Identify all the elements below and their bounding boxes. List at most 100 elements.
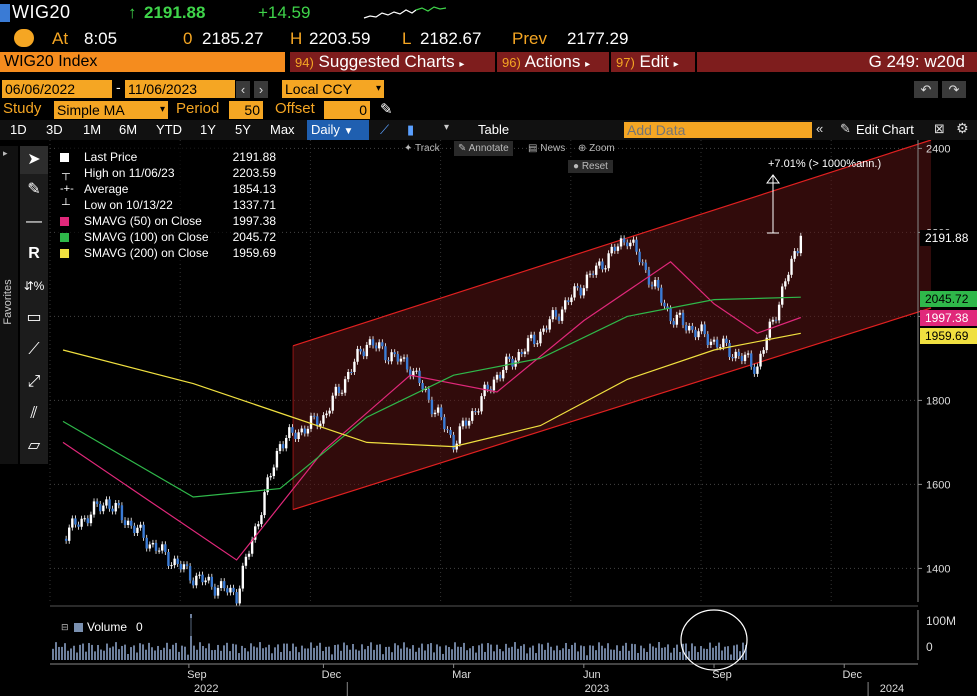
price-candle [399,358,403,362]
x-year-label: 2022 [194,683,218,695]
currency-select[interactable]: Local CCY ▾ [282,80,384,98]
period-field[interactable]: 50 [229,101,263,119]
price-candle [768,321,772,338]
volume-bar [370,642,372,660]
offset-field[interactable]: 0 [324,101,370,119]
period-5y[interactable]: 5Y [235,122,251,137]
horizontal-line-icon[interactable]: — [26,213,42,230]
trend-line-icon[interactable]: ⟋ [28,341,40,358]
line-chart-icon[interactable]: ⟋ [380,122,390,137]
edit-chart-button[interactable]: Edit Chart [856,122,914,137]
low-label: L [402,29,412,48]
zoom-button[interactable]: ⊕ Zoom [578,143,615,154]
price-candle [777,304,781,321]
sma-line [62,332,801,448]
rectangle-icon[interactable]: ▭ [26,309,42,326]
volume-bar [496,644,498,660]
add-data-input[interactable] [624,122,812,138]
news-button[interactable]: ▤ News [528,143,566,154]
bar-chart-icon[interactable]: ▮ [407,122,415,137]
volume-bar [88,643,90,660]
channel-icon[interactable]: ⫽ [30,405,38,422]
pointer-icon[interactable]: ➤ [20,146,48,174]
ticker[interactable]: WIG20 [12,2,71,22]
table-button[interactable]: Table [478,122,510,137]
price-candle [409,369,412,377]
segment-icon[interactable]: ⤢ [27,373,41,390]
period-1m[interactable]: 1M [83,122,102,137]
period-3d[interactable]: 3D [46,122,63,137]
reset-button[interactable]: ● Reset [568,160,613,173]
gauge-icon[interactable] [14,29,34,47]
volume-bar [286,643,288,660]
draw-icon[interactable]: ⊠ [934,121,945,136]
start-date-field[interactable]: 06/06/2022 [2,80,112,98]
prev-range-button[interactable]: ‹ [236,81,250,98]
chevron-down-icon[interactable]: ▾ [444,122,450,133]
price-candle [281,444,285,449]
price-candle [272,467,276,477]
volume-bar [421,643,423,660]
price-candle [68,527,71,541]
collapse-box-icon[interactable]: ⊟ [61,622,69,632]
period-ytd[interactable]: YTD [156,122,182,137]
quote-bar: WIG20 ↑ 2191.88 +14.59 [0,0,977,26]
price-candle [108,499,111,509]
period-6m[interactable]: 6M [119,122,138,137]
sma50-tag: 1997.38 [920,310,977,326]
end-date-field[interactable]: 11/06/2023 [125,80,235,98]
pen-icon[interactable]: ✎ [27,181,41,198]
volume-bar [544,649,546,660]
price-candle [340,392,344,394]
redo-button[interactable]: ↷ [942,81,966,98]
dropdown-arrow-icon: ▸ [585,59,591,70]
price-candle [781,286,784,305]
annotate-button[interactable]: ✎ Annotate [454,141,513,156]
volume-bar [712,647,714,660]
collapse-icon[interactable]: « [816,121,824,136]
volume-bar [580,645,582,660]
volume-bar [157,645,159,660]
price-candle [250,539,254,554]
edit-menu[interactable]: 97) Edit ▸ [611,52,695,72]
volume-bar [124,644,126,660]
period-1d[interactable]: 1D [10,122,27,137]
price-candle [232,587,235,593]
price-candle [213,586,217,596]
track-button[interactable]: ✦ Track [404,143,440,154]
period-max[interactable]: Max [270,122,295,137]
volume-bar [604,648,606,660]
pencil-icon[interactable]: ✎ [380,101,393,118]
period-1y[interactable]: 1Y [200,122,216,137]
volume-bar [178,651,180,660]
chevron-down-icon: ▾ [159,104,165,115]
price-candle [706,334,710,345]
undo-button[interactable]: ↶ [914,81,938,98]
gear-icon[interactable]: ⚙ [956,120,969,136]
volume-bar [253,646,255,660]
percent-change-icon[interactable]: ⇵% [23,279,45,293]
reset-label: Reset [581,161,608,172]
price-candle [111,508,114,512]
security-field[interactable]: WIG20 Index [0,52,285,72]
price-chart[interactable]: +7.01% (> 1000%ann.) 1400160018002000220… [0,140,977,696]
legend-name: SMAVG (100) on Close [84,230,209,244]
favorites-strip[interactable]: ▸ Favorites [0,146,18,464]
price-candle [86,518,90,524]
actions-menu[interactable]: 96) Actions ▸ [497,52,609,72]
suggested-charts-menu[interactable]: 94) Suggested Charts ▸ [290,52,495,72]
text-icon[interactable]: R [28,245,40,262]
price-candle [529,334,533,339]
frequency-select[interactable]: Daily ▼ [307,120,369,140]
price-candle [672,321,675,325]
next-range-button[interactable]: › [254,81,268,98]
volume-bar [214,649,216,660]
chart-legend: Last Price 2191.88 ┬ High on 11/06/23 22… [56,148,280,264]
volume-bar [118,649,120,660]
study-select[interactable]: Simple MA ▾ [54,101,168,119]
volume-bar [613,649,615,660]
price-candle [207,576,210,581]
price-candle [464,420,468,426]
fib-icon[interactable]: ▱ [27,437,41,454]
price-candle [545,328,548,330]
